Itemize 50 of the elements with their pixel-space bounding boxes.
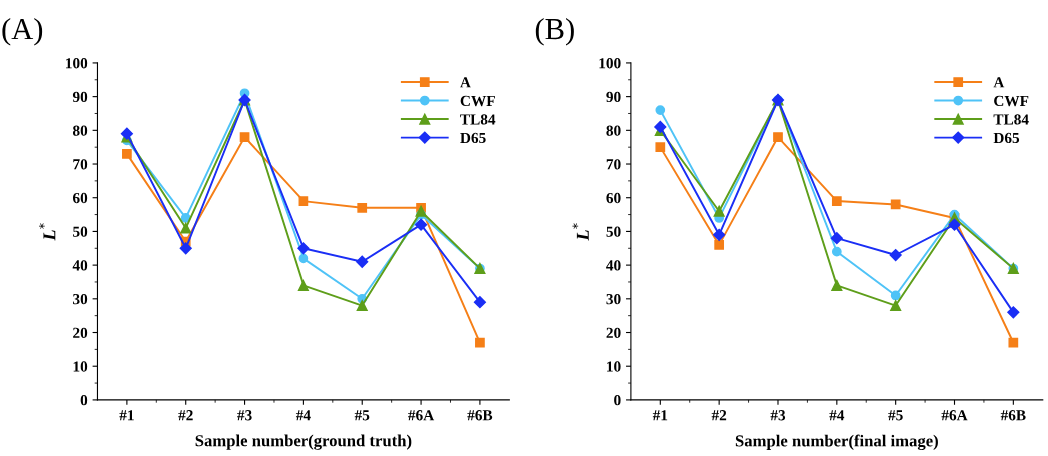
x-tick-label: #6B — [1000, 410, 1026, 421]
x-tick-label: #6B — [467, 410, 493, 421]
y-tick-label: 40 — [72, 260, 88, 271]
y-tick-label: 100 — [66, 58, 88, 69]
legend-label: D65 — [993, 132, 1020, 144]
legend-label: TL84 — [993, 114, 1029, 125]
y-tick-label: 60 — [72, 192, 88, 204]
x-tick-label: #1 — [119, 410, 134, 421]
y-tick-label: 50 — [606, 226, 621, 237]
y-tick-label: 10 — [607, 361, 621, 372]
y-tick-label: 30 — [606, 293, 621, 305]
x-tick-label: #2 — [178, 410, 193, 421]
x-tick-label: #4 — [829, 410, 845, 421]
y-tick-label: 80 — [606, 125, 621, 136]
y-tick-label: 90 — [72, 91, 88, 103]
y-tick-label: 40 — [606, 260, 621, 271]
x-tick-label: #4 — [295, 410, 311, 421]
y-tick-label: 100 — [599, 58, 621, 69]
y-tick-label: 0 — [614, 395, 621, 406]
legend-label: CWF — [460, 95, 495, 107]
y-axis-title: L$^{*}$ — [38, 223, 56, 241]
y-tick-label: 10 — [73, 361, 88, 372]
x-tick-label: #1 — [652, 410, 668, 421]
x-tick-label: #6A — [941, 410, 968, 421]
y-tick-label: 80 — [72, 125, 88, 136]
x-axis-title: Sample number(final image) — [735, 434, 938, 451]
x-tick-label: #3 — [770, 410, 786, 421]
x-tick-label: #5 — [354, 410, 370, 421]
x-tick-label: #3 — [237, 410, 252, 421]
y-tick-label: 20 — [73, 327, 88, 338]
legend-label: A — [460, 77, 471, 88]
y-axis-title: L$^{*}$ — [572, 223, 589, 241]
y-tick-label: 20 — [606, 327, 621, 338]
y-tick-label: 30 — [73, 293, 88, 305]
y-tick-label: 0 — [80, 395, 88, 406]
legend-label: CWF — [994, 95, 1029, 107]
x-axis-title: Sample number(ground truth) — [195, 434, 412, 450]
x-tick-label: #6A — [408, 410, 435, 421]
chart-title: (A) — [2, 17, 43, 46]
y-tick-label: 90 — [606, 91, 621, 103]
x-tick-label: #2 — [711, 410, 727, 421]
chart-title: (B) — [535, 17, 574, 46]
y-tick-label: 50 — [73, 226, 88, 237]
legend-label: A — [993, 77, 1005, 88]
y-tick-label: 70 — [606, 159, 621, 170]
legend-label: D65 — [460, 132, 486, 144]
y-tick-label: 60 — [606, 192, 621, 204]
legend-label: TL84 — [460, 114, 496, 125]
x-tick-label: #5 — [888, 410, 903, 421]
y-tick-label: 70 — [73, 159, 88, 170]
